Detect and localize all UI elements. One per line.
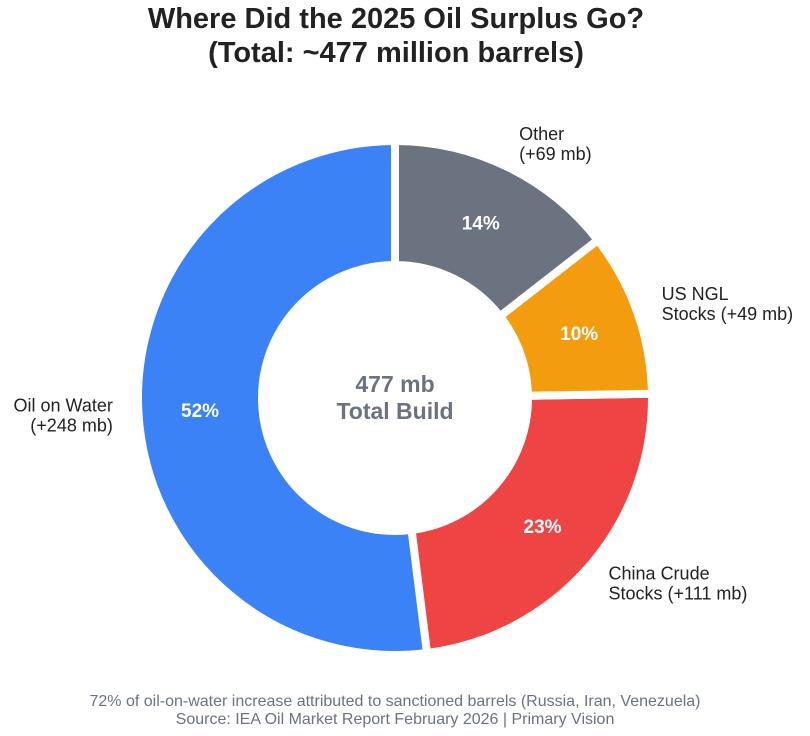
title-line-2: (Total: ~477 million barrels) bbox=[208, 37, 584, 69]
pct-label: 10% bbox=[560, 324, 598, 345]
slice-label: Stocks (+111 mb) bbox=[609, 583, 748, 603]
pct-label: 52% bbox=[181, 401, 219, 422]
slice-label: Stocks (+49 mb) bbox=[662, 304, 794, 324]
slice-label: US NGL bbox=[662, 284, 729, 304]
chart-footer: 72% of oil-on-water increase attributed … bbox=[0, 693, 790, 729]
title-line-1: Where Did the 2025 Oil Surplus Go? bbox=[147, 3, 645, 35]
slice-label: (+248 mb) bbox=[30, 416, 113, 436]
footer-note: 72% of oil-on-water increase attributed … bbox=[89, 693, 701, 710]
slice-oil-on-water bbox=[134, 136, 432, 659]
center-label: Total Build bbox=[336, 398, 453, 424]
chart-title: Where Did the 2025 Oil Surplus Go? (Tota… bbox=[0, 2, 792, 70]
slice-other bbox=[391, 136, 604, 322]
slice-label: China Crude bbox=[609, 563, 710, 583]
center-label: 477 mb bbox=[355, 371, 434, 397]
footer-source: Source: IEA Oil Market Report February 2… bbox=[175, 711, 615, 728]
slice-china-crude-stocks bbox=[407, 389, 656, 658]
pct-label: 14% bbox=[462, 214, 500, 235]
slice-label: Oil on Water bbox=[13, 396, 112, 416]
pct-label: 23% bbox=[524, 517, 562, 538]
slice-label: Other bbox=[519, 124, 564, 144]
slice-label: (+69 mb) bbox=[519, 144, 592, 164]
